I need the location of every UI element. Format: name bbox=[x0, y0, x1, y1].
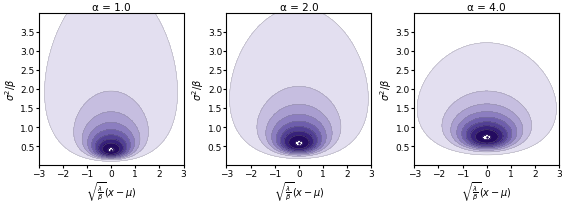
Title: α = 4.0: α = 4.0 bbox=[467, 3, 506, 13]
Title: α = 2.0: α = 2.0 bbox=[280, 3, 318, 13]
Y-axis label: $\sigma^2/\beta$: $\sigma^2/\beta$ bbox=[3, 78, 19, 101]
Y-axis label: $\sigma^2/\beta$: $\sigma^2/\beta$ bbox=[190, 78, 206, 101]
X-axis label: $\sqrt{\frac{\lambda}{\beta}}(x - \mu)$: $\sqrt{\frac{\lambda}{\beta}}(x - \mu)$ bbox=[273, 180, 324, 203]
Y-axis label: $\sigma^2/\beta$: $\sigma^2/\beta$ bbox=[379, 78, 394, 101]
Title: α = 1.0: α = 1.0 bbox=[92, 3, 131, 13]
X-axis label: $\sqrt{\frac{\lambda}{\beta}}(x - \mu)$: $\sqrt{\frac{\lambda}{\beta}}(x - \mu)$ bbox=[86, 180, 136, 203]
X-axis label: $\sqrt{\frac{\lambda}{\beta}}(x - \mu)$: $\sqrt{\frac{\lambda}{\beta}}(x - \mu)$ bbox=[462, 180, 512, 203]
